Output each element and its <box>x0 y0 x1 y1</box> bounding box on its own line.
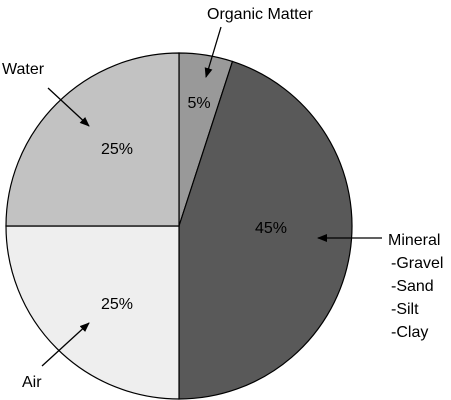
pie-slice-mineral <box>178 60 353 400</box>
pie-slice-air <box>5 225 180 400</box>
arrow-organic-matter <box>204 26 222 78</box>
slice-value-label-water: 25% <box>101 141 133 158</box>
pie-slice-water <box>5 52 180 227</box>
slice-label-mineral: Mineral <box>388 232 440 249</box>
mineral-sublabel-clay: -Clay <box>391 324 428 341</box>
slice-label-water: Water <box>2 61 45 78</box>
mineral-sublabel-sand: -Sand <box>391 278 434 295</box>
slice-label-organic-matter: Organic Matter <box>207 6 313 23</box>
arrow-air <box>41 322 90 367</box>
slice-value-label-organic-matter: 5% <box>187 95 210 112</box>
slice-value-label-mineral: 45% <box>255 220 287 237</box>
slice-value-label-air: 25% <box>101 296 133 313</box>
arrow-water <box>47 87 90 127</box>
slice-label-air: Air <box>22 374 42 391</box>
mineral-sublabel-gravel: -Gravel <box>391 255 443 272</box>
mineral-sublabel-silt: -Silt <box>391 301 419 318</box>
